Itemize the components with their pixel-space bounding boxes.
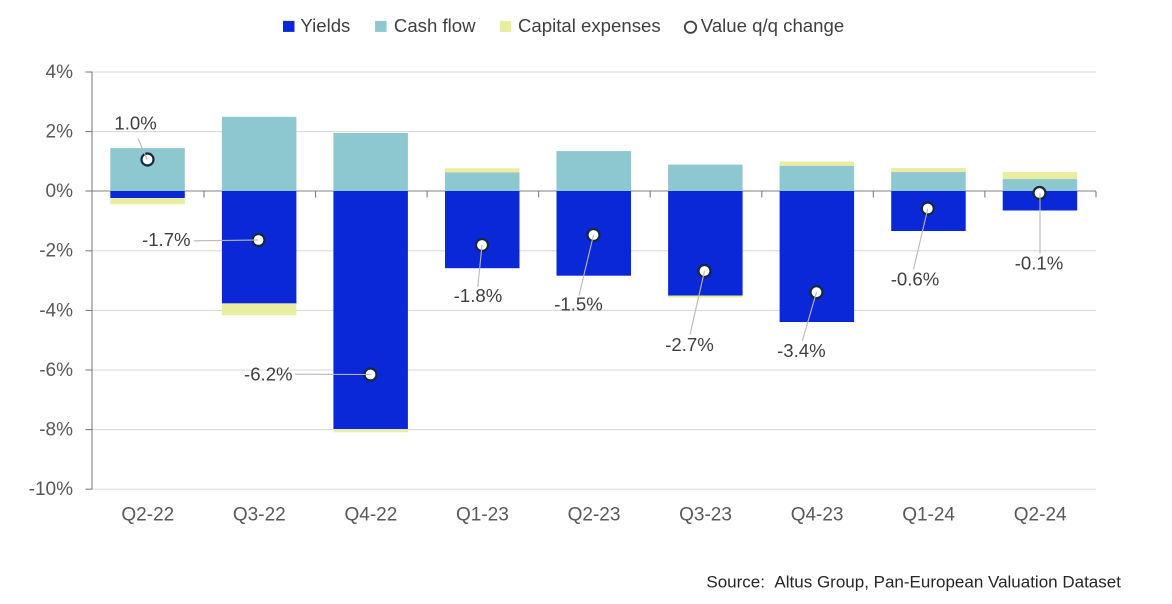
svg-text:-6%: -6% (39, 360, 73, 381)
svg-text:-1.7%: -1.7% (142, 229, 191, 250)
svg-text:-10%: -10% (29, 479, 73, 500)
svg-text:-2.7%: -2.7% (665, 334, 714, 355)
svg-text:-2%: -2% (39, 241, 73, 262)
svg-text:-8%: -8% (39, 420, 73, 441)
svg-text:0%: 0% (46, 181, 74, 202)
svg-text:-4%: -4% (39, 300, 73, 321)
svg-text:-0.6%: -0.6% (891, 268, 940, 289)
svg-text:Source: Altus Group, Pan-Euro: Source: Altus Group, Pan-European Valuat… (706, 573, 1121, 592)
svg-text:Cash flow: Cash flow (394, 15, 476, 36)
svg-text:4%: 4% (46, 62, 74, 83)
svg-text:-1.5%: -1.5% (554, 294, 603, 315)
svg-text:Value q/q change: Value q/q change (701, 15, 844, 36)
svg-text:Q3-22: Q3-22 (233, 505, 286, 526)
svg-text:Capital expenses: Capital expenses (518, 15, 661, 36)
svg-text:Q2-23: Q2-23 (568, 505, 621, 526)
svg-text:Q1-24: Q1-24 (902, 505, 955, 526)
svg-text:Yields: Yields (300, 15, 350, 36)
svg-text:-6.2%: -6.2% (244, 364, 293, 385)
svg-text:Q4-22: Q4-22 (344, 505, 397, 526)
svg-text:Q2-22: Q2-22 (121, 505, 174, 526)
svg-text:Q2-24: Q2-24 (1014, 505, 1067, 526)
svg-text:-3.4%: -3.4% (777, 340, 826, 361)
svg-text:2%: 2% (46, 122, 74, 143)
svg-text:-1.8%: -1.8% (454, 285, 503, 306)
svg-text:Q1-23: Q1-23 (456, 505, 509, 526)
svg-text:Q4-23: Q4-23 (791, 505, 844, 526)
svg-text:Q3-23: Q3-23 (679, 505, 732, 526)
svg-text:-0.1%: -0.1% (1015, 253, 1064, 274)
svg-text:1.0%: 1.0% (114, 112, 156, 133)
